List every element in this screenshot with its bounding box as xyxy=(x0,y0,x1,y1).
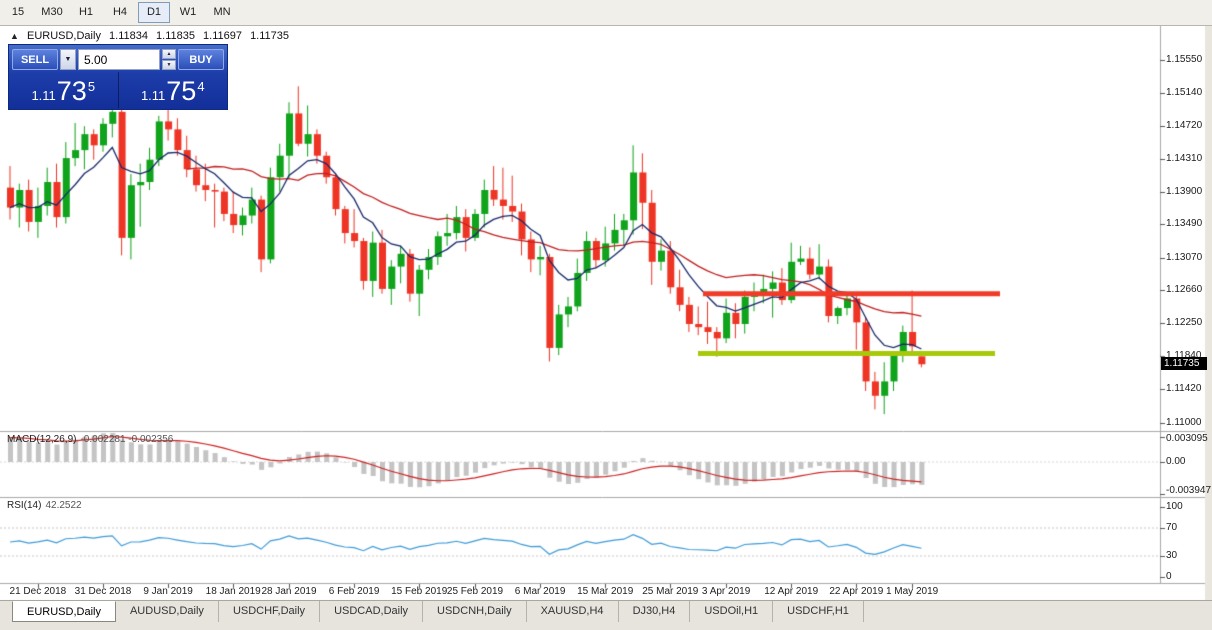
price-axis-label: 1.13900 xyxy=(1166,185,1203,197)
rsi-axis-label: 100 xyxy=(1166,501,1183,512)
one-click-trading-panel: SELL ▼ 5.00 ▲ ▼ BUY 1.11 73 5 1.11 75 4 xyxy=(8,44,228,110)
macd-values: -0.002281 -0.002356 xyxy=(80,434,174,445)
rsi-label: RSI(14) 42.2522 xyxy=(7,500,82,511)
chart-tab[interactable]: USDOil,H1 xyxy=(690,601,774,622)
chart-tab[interactable]: USDCNH,Daily xyxy=(423,601,527,622)
timeframe-button-h4[interactable]: H4 xyxy=(112,6,128,18)
date-label: 6 Feb 2019 xyxy=(328,586,380,597)
one-click-toggle-icon[interactable]: ▲ xyxy=(10,31,19,41)
macd-axis-label: -0.003947 xyxy=(1166,485,1212,496)
macd-axis-label: 0.00 xyxy=(1166,456,1186,467)
chart-symbol-period: EURUSD,Daily xyxy=(26,30,101,42)
volume-stepper: ▲ ▼ xyxy=(162,49,176,70)
price-axis-label: 1.14720 xyxy=(1166,120,1203,132)
current-price-tag: 1.11735 xyxy=(1161,357,1207,371)
chart-tab[interactable]: XAUUSD,H4 xyxy=(527,601,619,622)
date-label: 25 Feb 2019 xyxy=(446,586,504,597)
timeframe-button-15[interactable]: 15 xyxy=(11,6,25,18)
chart-ohlc-header: ▲ EURUSD,Daily 1.11834 1.11835 1.11697 1… xyxy=(10,30,294,42)
timeframe-button-h1[interactable]: H1 xyxy=(78,6,94,18)
sell-price-prefix: 1.11 xyxy=(31,88,56,103)
buy-price-display[interactable]: 1.11 75 4 xyxy=(117,72,228,108)
date-label: 28 Jan 2019 xyxy=(261,586,317,597)
rsi-axis-label: 70 xyxy=(1166,522,1178,533)
chart-tab[interactable]: EURUSD,Daily xyxy=(12,601,116,622)
volume-input[interactable]: 5.00 xyxy=(78,49,160,70)
timeframe-button-m30[interactable]: M30 xyxy=(41,6,63,18)
price-axis-label: 1.11420 xyxy=(1166,383,1202,395)
sell-price-display[interactable]: 1.11 73 5 xyxy=(9,72,118,108)
timeframe-button-mn[interactable]: MN xyxy=(213,6,231,18)
price-axis-label: 1.11840 xyxy=(1166,349,1202,361)
sell-button[interactable]: SELL xyxy=(12,49,58,70)
date-label: 1 May 2019 xyxy=(885,586,939,597)
volume-decrement-button[interactable]: ▼ xyxy=(162,60,176,70)
date-label: 15 Feb 2019 xyxy=(391,586,448,597)
buy-price-sup: 4 xyxy=(197,79,205,94)
date-label: 22 Apr 2019 xyxy=(829,586,884,597)
chart-tab[interactable]: USDCAD,Daily xyxy=(320,601,424,622)
ohlc-open: 1.11834 xyxy=(109,30,148,42)
price-axis-label: 1.13490 xyxy=(1166,218,1203,230)
rsi-name: RSI(14) xyxy=(7,500,42,511)
timeframe-button-d1[interactable]: D1 xyxy=(138,2,170,23)
chart-tabs-bar: EURUSD,Daily AUDUSD,Daily USDCHF,Daily USDC… xyxy=(0,600,1212,630)
timeframe-toolbar: 15 M30 H1 H4 D1 W1 MN xyxy=(0,0,1212,26)
date-label: 9 Jan 2019 xyxy=(143,586,193,597)
price-axis-label: 1.12660 xyxy=(1166,284,1203,296)
ohlc-close: 1.11735 xyxy=(250,30,290,42)
chevron-down-icon: ▼ xyxy=(64,56,72,63)
price-axis-label: 1.11000 xyxy=(1166,416,1202,428)
chart-tab[interactable]: USDCHF,Daily xyxy=(219,601,321,622)
volume-increment-button[interactable]: ▲ xyxy=(162,49,176,59)
volume-dropdown-button[interactable]: ▼ xyxy=(60,49,76,70)
chart-tab[interactable]: USDCHF,H1 xyxy=(773,601,864,622)
macd-name: MACD(12,26,9) xyxy=(7,434,77,445)
price-axis-label: 1.14310 xyxy=(1166,152,1203,164)
rsi-value: 42.2522 xyxy=(45,500,82,511)
rsi-axis-label: 30 xyxy=(1166,550,1178,561)
date-label: 21 Dec 2018 xyxy=(9,586,67,597)
buy-button[interactable]: BUY xyxy=(178,49,224,70)
price-axis-label: 1.15550 xyxy=(1166,54,1203,65)
buy-price-prefix: 1.11 xyxy=(140,88,166,103)
date-label: 6 Mar 2019 xyxy=(514,586,566,597)
trade-prices-row: 1.11 73 5 1.11 75 4 xyxy=(9,72,227,108)
macd-label: MACD(12,26,9) -0.002281 -0.002356 xyxy=(7,434,173,445)
chart-tab[interactable]: DJ30,H4 xyxy=(619,601,691,622)
price-axis-label: 1.12250 xyxy=(1166,317,1203,329)
date-label: 3 Apr 2019 xyxy=(701,586,751,597)
trade-controls-row: SELL ▼ 5.00 ▲ ▼ BUY xyxy=(9,45,227,72)
date-label: 12 Apr 2019 xyxy=(764,586,819,597)
price-axis-label: 1.15140 xyxy=(1166,86,1203,98)
chart-tab[interactable]: AUDUSD,Daily xyxy=(116,601,219,622)
buy-price-big: 75 xyxy=(166,76,197,106)
ohlc-high: 1.11835 xyxy=(156,30,195,42)
sell-price-big: 73 xyxy=(56,76,87,106)
date-label: 15 Mar 2019 xyxy=(577,586,634,597)
sell-price-sup: 5 xyxy=(87,79,96,94)
date-label: 18 Jan 2019 xyxy=(205,586,261,597)
rsi-axis-label: 0 xyxy=(1166,571,1172,582)
date-label: 31 Dec 2018 xyxy=(74,586,132,597)
ohlc-low: 1.11697 xyxy=(203,30,242,42)
macd-axis-label: 0.003095 xyxy=(1166,433,1208,444)
timeframe-button-w1[interactable]: W1 xyxy=(179,6,197,18)
price-axis-label: 1.13070 xyxy=(1166,251,1203,263)
date-label: 25 Mar 2019 xyxy=(642,586,699,597)
